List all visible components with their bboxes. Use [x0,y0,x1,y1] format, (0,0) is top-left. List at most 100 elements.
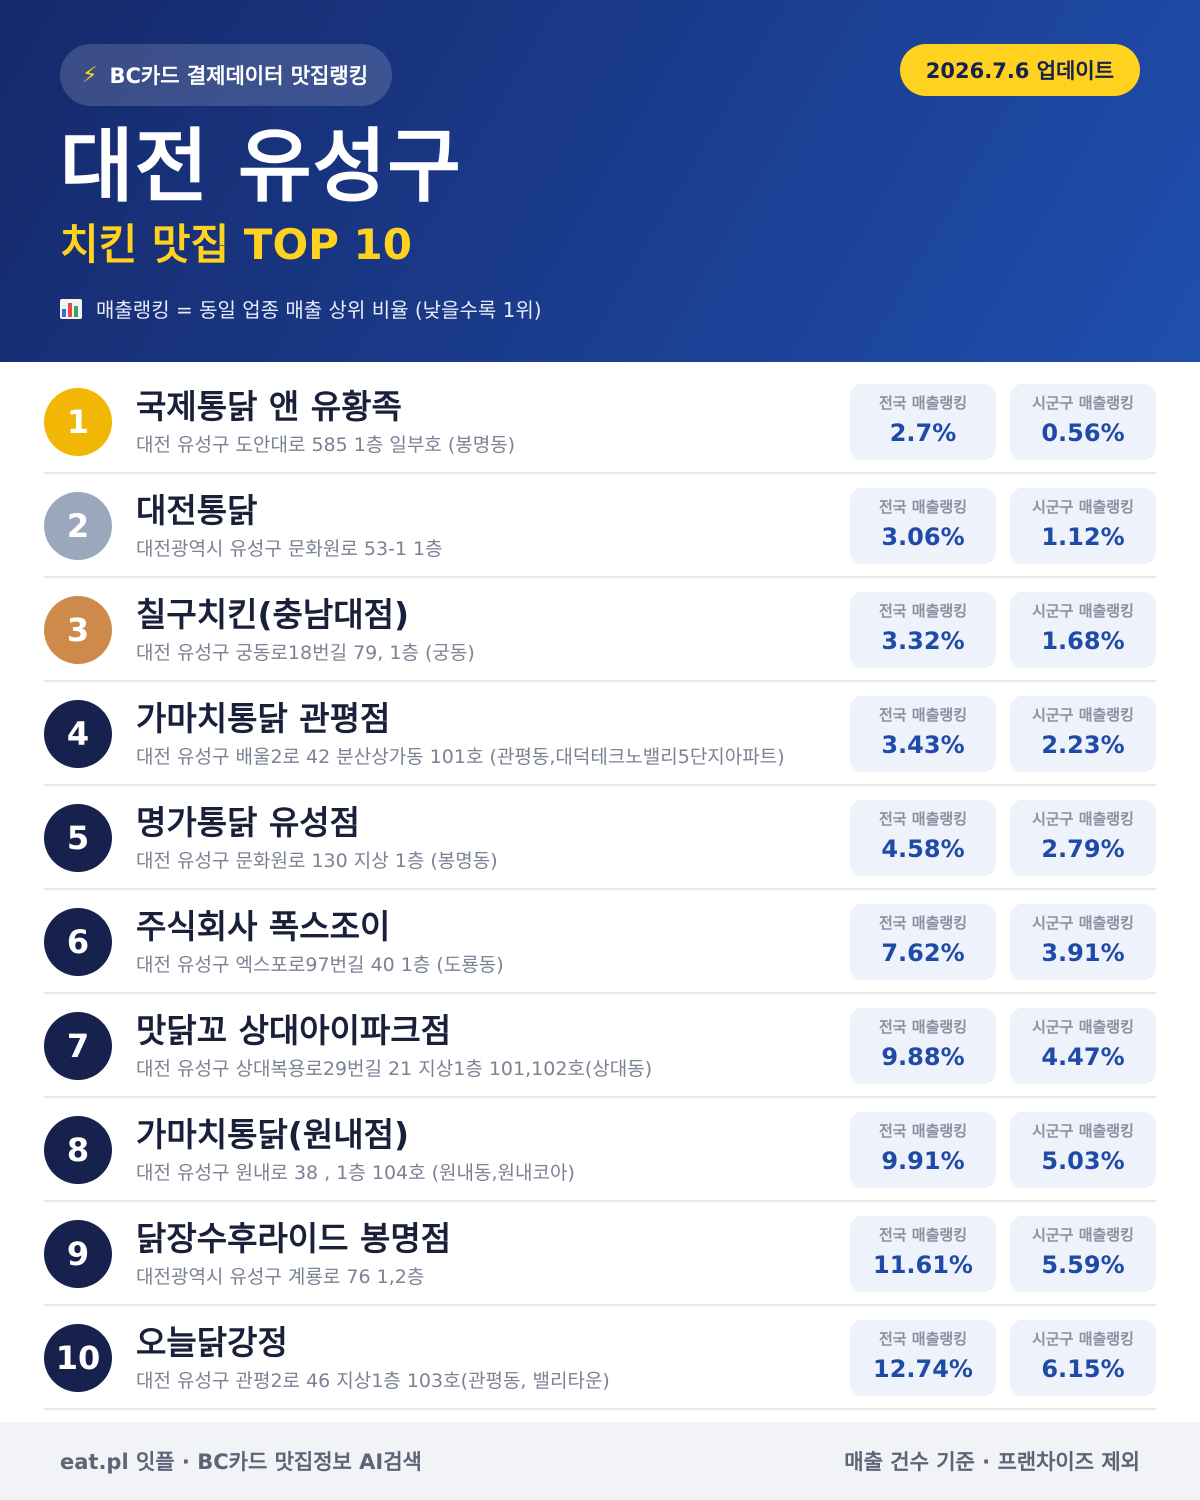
local-ranking-value: 0.56% [1041,419,1125,447]
ranking-row[interactable]: 3 칠구치킨(충남대점) 대전 유성구 궁동로18번길 79, 1층 (궁동) 전국 … [44,578,1156,682]
restaurant-name[interactable]: 가마치통닭 관평점 [136,699,391,738]
local-ranking-box: 시군구 매출랭킹 1.68% [1010,592,1156,668]
restaurant-name[interactable]: 맛닭꼬 상대아이파크점 [136,1011,452,1050]
lightning-bolt-icon: ⚡ [82,62,98,88]
rank-badge: 10 [44,1324,112,1392]
update-date-badge: 2026.7.6 업데이트 [899,44,1140,96]
restaurant-address: 대전 유성구 도안대로 585 1층 일부호 (봉명동) [136,434,516,456]
national-ranking-box: 전국 매출랭킹 2.7% [850,384,996,460]
footer-brand: eat.pl 잇플 · BC카드 맛집정보 AI검색 [60,1450,422,1474]
national-ranking-label: 전국 매출랭킹 [878,394,968,412]
restaurant-name[interactable]: 명가통닭 유성점 [136,803,361,842]
local-ranking-label: 시군구 매출랭킹 [1032,914,1134,932]
restaurant-name[interactable]: 칠구치킨(충남대점) [136,595,410,634]
national-ranking-label: 전국 매출랭킹 [878,1330,968,1348]
national-ranking-label: 전국 매출랭킹 [878,498,968,516]
local-ranking-box: 시군구 매출랭킹 5.03% [1010,1112,1156,1188]
national-ranking-box: 전국 매출랭킹 3.32% [850,592,996,668]
local-ranking-label: 시군구 매출랭킹 [1032,602,1134,620]
bar-chart-icon [60,298,82,319]
local-ranking-box: 시군구 매출랭킹 1.12% [1010,488,1156,564]
rank-badge: 7 [44,1012,112,1080]
ranking-row[interactable]: 7 맛닭꼬 상대아이파크점 대전 유성구 상대복용로29번길 21 지상1층 101… [44,994,1156,1098]
national-ranking-box: 전국 매출랭킹 9.88% [850,1008,996,1084]
rank-badge: 4 [44,700,112,768]
local-ranking-value: 3.91% [1041,939,1125,967]
local-ranking-box: 시군구 매출랭킹 3.91% [1010,904,1156,980]
footer-criteria: 매출 건수 기준 · 프랜차이즈 제외 [844,1450,1140,1474]
restaurant-name[interactable]: 오늘닭강정 [136,1323,288,1362]
ranking-note-text: 매출랭킹 = 동일 업종 매출 상위 비율 (낮을수록 1위) [96,298,542,322]
local-ranking-label: 시군구 매출랭킹 [1032,810,1134,828]
national-ranking-value: 3.06% [881,523,965,551]
national-ranking-value: 2.7% [889,419,957,447]
local-ranking-value: 5.03% [1041,1147,1125,1175]
local-ranking-box: 시군구 매출랭킹 4.47% [1010,1008,1156,1084]
category-subtitle: 치킨 맛집 TOP 10 [60,220,413,269]
local-ranking-label: 시군구 매출랭킹 [1032,394,1134,412]
local-ranking-value: 2.23% [1041,731,1125,759]
national-ranking-value: 3.43% [881,731,965,759]
ranking-row[interactable]: 10 오늘닭강정 대전 유성구 관평2로 46 지상1층 103호(관평동, 밸리타… [44,1306,1156,1410]
header-banner: ⚡ BC카드 결제데이터 맛집랭킹 2026.7.6 업데이트 대전 유성구 치… [0,0,1200,362]
national-ranking-box: 전국 매출랭킹 3.06% [850,488,996,564]
national-ranking-label: 전국 매출랭킹 [878,810,968,828]
national-ranking-box: 전국 매출랭킹 9.91% [850,1112,996,1188]
rank-badge: 3 [44,596,112,664]
restaurant-address: 대전 유성구 궁동로18번길 79, 1층 (궁동) [136,642,475,664]
local-ranking-value: 1.68% [1041,627,1125,655]
local-ranking-value: 4.47% [1041,1043,1125,1071]
national-ranking-value: 11.61% [873,1251,973,1279]
restaurant-name[interactable]: 가마치통닭(원내점) [136,1115,410,1154]
national-ranking-label: 전국 매출랭킹 [878,706,968,724]
rank-badge: 8 [44,1116,112,1184]
rank-badge: 6 [44,908,112,976]
ranking-row[interactable]: 8 가마치통닭(원내점) 대전 유성구 원내로 38 , 1층 104호 (원내동,… [44,1098,1156,1202]
local-ranking-box: 시군구 매출랭킹 2.23% [1010,696,1156,772]
source-label: BC카드 결제데이터 맛집랭킹 [109,64,369,88]
restaurant-name[interactable]: 주식회사 폭스조이 [136,907,391,946]
national-ranking-label: 전국 매출랭킹 [878,1018,968,1036]
national-ranking-value: 9.88% [881,1043,965,1071]
local-ranking-label: 시군구 매출랭킹 [1032,1122,1134,1140]
rank-badge: 5 [44,804,112,872]
restaurant-address: 대전 유성구 문화원로 130 지상 1층 (봉명동) [136,850,498,872]
local-ranking-label: 시군구 매출랭킹 [1032,498,1134,516]
ranking-note: 매출랭킹 = 동일 업종 매출 상위 비율 (낮을수록 1위) [60,294,542,323]
national-ranking-box: 전국 매출랭킹 4.58% [850,800,996,876]
restaurant-name[interactable]: 닭장수후라이드 봉명점 [136,1219,452,1258]
local-ranking-label: 시군구 매출랭킹 [1032,1018,1134,1036]
local-ranking-label: 시군구 매출랭킹 [1032,706,1134,724]
restaurant-address: 대전 유성구 배울2로 42 분산상가동 101호 (관평동,대덕테크노밸리5단… [136,746,785,768]
ranking-row[interactable]: 9 닭장수후라이드 봉명점 대전광역시 유성구 계룡로 76 1,2층 전국 매출랭킹… [44,1202,1156,1306]
national-ranking-value: 12.74% [873,1355,973,1383]
national-ranking-label: 전국 매출랭킹 [878,1122,968,1140]
national-ranking-value: 7.62% [881,939,965,967]
local-ranking-box: 시군구 매출랭킹 6.15% [1010,1320,1156,1396]
local-ranking-label: 시군구 매출랭킹 [1032,1330,1134,1348]
national-ranking-value: 3.32% [881,627,965,655]
national-ranking-label: 전국 매출랭킹 [878,602,968,620]
local-ranking-value: 5.59% [1041,1251,1125,1279]
restaurant-name[interactable]: 대전통닭 [136,491,258,530]
restaurant-name[interactable]: 국제통닭 앤 유황족 [136,387,402,426]
restaurant-address: 대전 유성구 원내로 38 , 1층 104호 (원내동,원내코아) [136,1162,575,1184]
restaurant-address: 대전광역시 유성구 문화원로 53-1 1층 [136,538,443,560]
national-ranking-box: 전국 매출랭킹 11.61% [850,1216,996,1292]
local-ranking-label: 시군구 매출랭킹 [1032,1226,1134,1244]
ranking-row[interactable]: 6 주식회사 폭스조이 대전 유성구 엑스포로97번길 40 1층 (도룡동) 전국 … [44,890,1156,994]
restaurant-address: 대전 유성구 엑스포로97번길 40 1층 (도룡동) [136,954,504,976]
local-ranking-value: 1.12% [1041,523,1125,551]
rank-badge: 2 [44,492,112,560]
restaurant-address: 대전광역시 유성구 계룡로 76 1,2층 [136,1266,425,1288]
source-badge: ⚡ BC카드 결제데이터 맛집랭킹 [60,44,393,106]
local-ranking-value: 6.15% [1041,1355,1125,1383]
region-title: 대전 유성구 [60,120,462,213]
rank-badge: 1 [44,388,112,456]
footer: eat.pl 잇플 · BC카드 맛집정보 AI검색 매출 건수 기준 · 프랜… [0,1422,1200,1500]
